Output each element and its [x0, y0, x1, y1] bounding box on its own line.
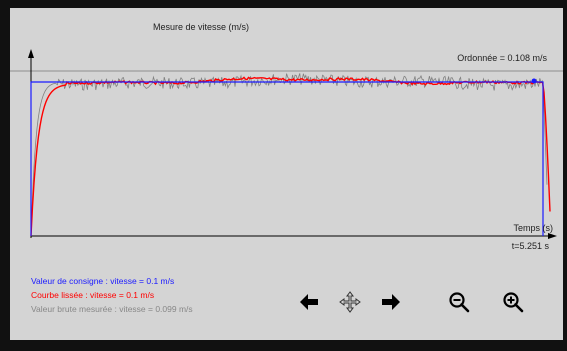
- setpoint-curve: [30, 81, 544, 236]
- arrow-left-icon: [300, 294, 318, 310]
- scroll-left-button[interactable]: [296, 289, 322, 315]
- legend-raw: Valeur brute mesurée : vitesse = 0.099 m…: [31, 304, 193, 314]
- legend-setpoint: Valeur de consigne : vitesse = 0.1 m/s: [31, 276, 175, 286]
- chart-panel: Mesure de vitesse (m/s) Ordonnée = 0.108…: [10, 8, 563, 340]
- chart-title: Mesure de vitesse (m/s): [153, 22, 250, 32]
- raw-measurement-curve: [30, 73, 548, 237]
- pan-button[interactable]: [337, 289, 363, 315]
- x-axis-arrow: [548, 233, 557, 239]
- pan-move-icon: [339, 291, 361, 313]
- y-axis-arrow: [28, 49, 34, 58]
- speed-chart[interactable]: [10, 8, 563, 340]
- ordinate-readout: Ordonnée = 0.108 m/s: [457, 53, 547, 63]
- smoothed-curve: [30, 76, 551, 237]
- cursor-marker: [531, 78, 537, 84]
- scroll-right-button[interactable]: [378, 289, 404, 315]
- zoom-out-button[interactable]: [446, 289, 472, 315]
- zoom-out-icon: [449, 292, 470, 313]
- legend-smoothed: Courbe lissée : vitesse = 0.1 m/s: [31, 290, 155, 300]
- time-readout: t=5.251 s: [511, 241, 549, 251]
- zoom-in-button[interactable]: [500, 289, 526, 315]
- arrow-right-icon: [382, 294, 400, 310]
- x-axis-label: Temps (s): [513, 223, 553, 233]
- zoom-in-icon: [503, 292, 524, 313]
